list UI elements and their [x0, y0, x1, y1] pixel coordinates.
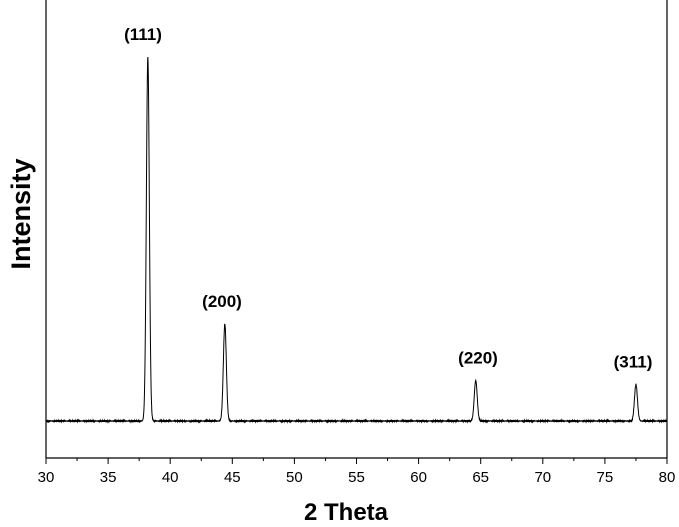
x-tick-label: 65 [472, 469, 489, 486]
peak-label: (200) [202, 292, 242, 311]
peak-label: (220) [458, 349, 498, 368]
x-tick-label: 70 [534, 469, 551, 486]
y-axis-title: Intensity [6, 158, 36, 269]
xrd-pattern-line [45, 56, 668, 424]
x-tick-label: 40 [162, 469, 179, 486]
x-tick-label: 75 [597, 469, 614, 486]
peak-label: (111) [124, 25, 162, 44]
peak-labels: (111) (200) (220) (311) [124, 25, 652, 372]
x-tick-label: 60 [410, 469, 427, 486]
x-tick-label: 35 [100, 469, 117, 486]
x-tick-label: 80 [659, 469, 676, 486]
x-axis-tick-labels: 30 35 40 45 50 55 60 65 70 75 80 [38, 469, 676, 486]
x-tick-label: 30 [38, 469, 55, 486]
x-tick-label: 45 [224, 469, 241, 486]
x-axis-ticks [45, 458, 668, 464]
x-tick-label: 55 [348, 469, 365, 486]
x-tick-label: 50 [286, 469, 303, 486]
plot-frame [45, 0, 668, 459]
x-axis-title: 2 Theta [304, 499, 389, 526]
peak-label: (311) [614, 353, 653, 372]
